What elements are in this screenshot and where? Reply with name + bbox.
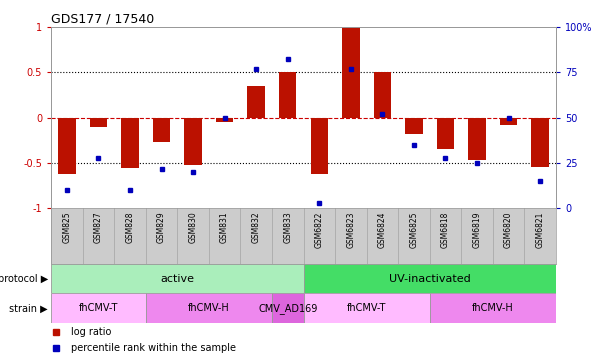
Bar — [153, 118, 170, 142]
Bar — [185, 118, 202, 165]
Text: GSM6821: GSM6821 — [535, 211, 545, 248]
Bar — [279, 72, 296, 118]
Bar — [51, 264, 304, 293]
Bar — [216, 118, 233, 122]
Text: GSM833: GSM833 — [283, 211, 292, 243]
Bar — [374, 72, 391, 118]
Text: fhCMV-T: fhCMV-T — [347, 303, 386, 313]
Text: fhCMV-H: fhCMV-H — [472, 303, 514, 313]
Bar — [146, 293, 272, 323]
Text: protocol ▶: protocol ▶ — [0, 273, 48, 284]
Text: GSM6825: GSM6825 — [409, 211, 418, 248]
Text: fhCMV-T: fhCMV-T — [79, 303, 118, 313]
Text: GSM6823: GSM6823 — [346, 211, 355, 248]
Bar — [304, 293, 430, 323]
Bar — [58, 118, 76, 174]
Bar — [248, 86, 265, 118]
Text: active: active — [160, 273, 194, 284]
Text: GSM6824: GSM6824 — [378, 211, 387, 248]
Bar — [90, 118, 107, 127]
Text: CMV_AD169: CMV_AD169 — [258, 303, 317, 314]
Text: GSM6820: GSM6820 — [504, 211, 513, 248]
Text: GSM831: GSM831 — [220, 211, 229, 243]
Text: GSM6822: GSM6822 — [315, 211, 324, 248]
Text: GSM6819: GSM6819 — [472, 211, 481, 248]
Text: fhCMV-H: fhCMV-H — [188, 303, 230, 313]
Text: strain ▶: strain ▶ — [10, 303, 48, 313]
Bar — [500, 118, 517, 125]
Text: GSM829: GSM829 — [157, 211, 166, 243]
Text: GSM6818: GSM6818 — [441, 211, 450, 248]
Bar — [430, 293, 556, 323]
Bar — [51, 293, 146, 323]
Bar — [437, 118, 454, 150]
Bar — [405, 118, 423, 134]
Text: UV-inactivated: UV-inactivated — [389, 273, 471, 284]
Text: GDS177 / 17540: GDS177 / 17540 — [51, 12, 154, 26]
Text: GSM832: GSM832 — [252, 211, 261, 243]
Bar — [121, 118, 139, 167]
Bar — [531, 118, 549, 167]
Bar — [468, 118, 486, 160]
Text: GSM827: GSM827 — [94, 211, 103, 243]
Bar — [304, 264, 556, 293]
Text: log ratio: log ratio — [72, 327, 112, 337]
Bar — [272, 293, 304, 323]
Bar — [311, 118, 328, 174]
Text: GSM830: GSM830 — [189, 211, 198, 243]
Bar — [342, 27, 359, 118]
Text: GSM828: GSM828 — [126, 211, 135, 243]
Text: GSM825: GSM825 — [63, 211, 72, 243]
Text: percentile rank within the sample: percentile rank within the sample — [72, 343, 236, 353]
